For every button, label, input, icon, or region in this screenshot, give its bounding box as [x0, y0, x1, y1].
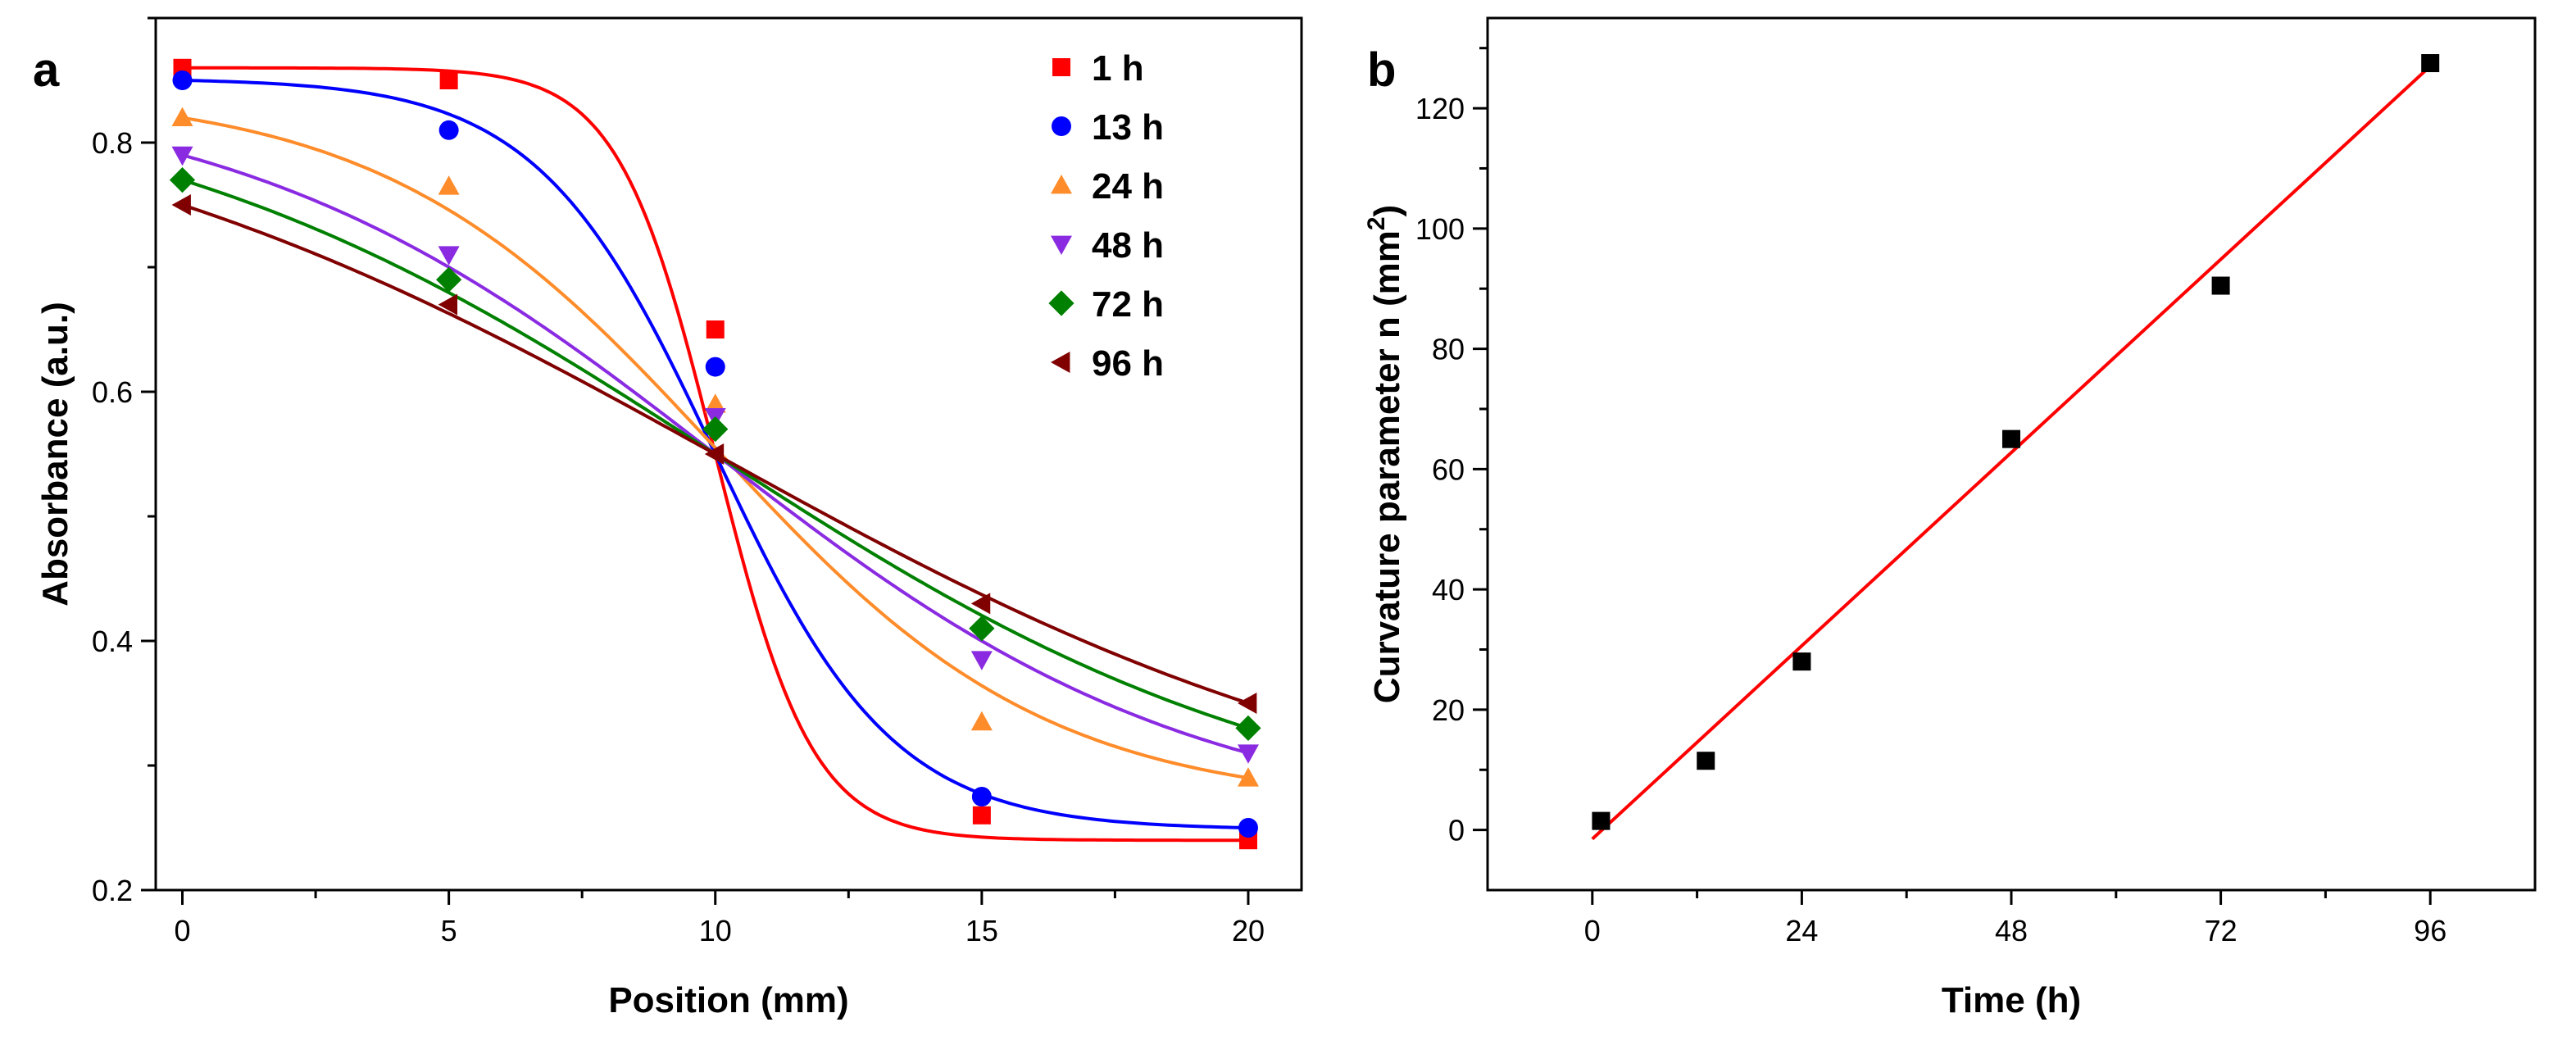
fit-curve-24h — [182, 116, 1249, 780]
panel-b-ylabel-sup: 2 — [1363, 216, 1390, 230]
x-tick-label-b-0: 0 — [1584, 914, 1601, 947]
point-1h-2 — [706, 320, 725, 338]
y-tick-label-b-6: 120 — [1415, 92, 1465, 125]
legend-marker-48h — [1051, 235, 1072, 255]
point-96h-3 — [970, 593, 991, 615]
x-tick-label-b-3: 72 — [2205, 914, 2238, 947]
y-tick-label-b-1: 20 — [1432, 693, 1465, 727]
point-24h-4 — [1237, 767, 1259, 787]
panel-b-ylabel-end: ) — [1367, 205, 1407, 217]
panel-b-ylabel: Curvature parameter n (mm2) — [1363, 205, 1407, 703]
x-tick-label-a-2: 10 — [699, 914, 732, 947]
point-13h-0 — [172, 70, 193, 90]
point-48h-1 — [438, 246, 460, 266]
point-24h-1 — [438, 175, 460, 195]
linear-fit-line — [1591, 65, 2432, 841]
point-13h-3 — [971, 787, 992, 806]
legend-marker-96h — [1051, 352, 1070, 373]
x-tick-label-a-4: 20 — [1232, 914, 1265, 947]
y-tick-label-a-2: 0.6 — [92, 375, 133, 409]
y-tick-label-a-3: 0.8 — [92, 126, 133, 160]
point-48h-3 — [970, 651, 993, 670]
point-96h-4 — [1237, 693, 1257, 714]
point-b-2 — [1792, 652, 1811, 671]
panel-a-xlabel: Position (mm) — [608, 980, 848, 1020]
x-tick-label-a-0: 0 — [174, 914, 190, 947]
panel-b-fit-line — [1591, 65, 2432, 841]
x-tick-label-b-1: 24 — [1785, 914, 1818, 947]
point-48h-4 — [1237, 744, 1259, 764]
legend-marker-13h — [1052, 116, 1071, 136]
point-72h-3 — [969, 616, 995, 642]
point-1h-3 — [972, 806, 991, 825]
point-24h-3 — [970, 711, 993, 731]
y-tick-label-b-4: 80 — [1432, 333, 1465, 366]
panel-a-legend: 1 h 13 h 24 h 48 h 72 h 96 h — [1048, 48, 1164, 384]
point-13h-1 — [438, 120, 459, 140]
point-24h-0 — [171, 107, 193, 126]
panel-a-ylabel: Absorbance (a.u.) — [35, 302, 75, 607]
point-96h-1 — [438, 293, 458, 316]
point-b-4 — [2211, 276, 2230, 295]
panel-b-ylabel-main: Curvature parameter n (mm — [1367, 230, 1407, 703]
point-13h-2 — [705, 357, 725, 377]
panel-a-label: a — [33, 43, 60, 97]
legend-label-13h: 13 h — [1092, 107, 1164, 148]
panel-b-points — [1592, 54, 2440, 830]
legend-marker-1h — [1052, 58, 1070, 76]
x-tick-label-b-4: 96 — [2414, 914, 2447, 947]
legend-marker-24h — [1051, 175, 1072, 194]
panel-b-xlabel: Time (h) — [1942, 980, 2081, 1020]
point-24h-2 — [704, 393, 726, 413]
point-72h-1 — [436, 266, 462, 293]
point-72h-2 — [702, 416, 729, 443]
legend-label-96h: 96 h — [1092, 343, 1164, 384]
x-tick-label-b-2: 48 — [1995, 914, 2028, 947]
y-tick-label-b-0: 0 — [1448, 814, 1465, 847]
point-96h-2 — [704, 443, 725, 465]
point-13h-4 — [1238, 818, 1258, 838]
y-tick-label-b-5: 100 — [1415, 212, 1465, 246]
legend-label-1h: 1 h — [1092, 48, 1144, 89]
point-72h-4 — [1235, 715, 1261, 741]
point-b-3 — [2002, 429, 2020, 448]
y-tick-label-a-1: 0.4 — [92, 625, 133, 658]
panel-a: a 0 5 10 15 20 0.2 0.4 0.6 0.8 1 h 13 h 24 h 48 h 72… — [33, 16, 1303, 1020]
panel-b-ticks: 0 24 48 72 96 0 20 40 60 80 100 120 — [1415, 47, 2447, 947]
legend-label-48h: 48 h — [1092, 225, 1164, 266]
x-tick-label-a-3: 15 — [965, 914, 998, 947]
point-1h-1 — [439, 71, 458, 89]
panel-a-ticks: 0 5 10 15 20 0.2 0.4 0.6 0.8 — [92, 16, 1265, 947]
legend-label-24h: 24 h — [1092, 166, 1164, 207]
point-48h-0 — [171, 146, 193, 166]
legend-label-72h: 72 h — [1092, 284, 1164, 325]
panel-b-label: b — [1367, 43, 1396, 97]
legend-marker-72h — [1048, 290, 1074, 316]
point-72h-0 — [169, 167, 196, 193]
panel-a-points — [169, 58, 1261, 850]
y-tick-label-a-0: 0.2 — [92, 874, 133, 907]
y-tick-label-b-2: 40 — [1432, 573, 1465, 607]
y-tick-label-b-3: 60 — [1432, 452, 1465, 486]
point-b-0 — [1592, 811, 1611, 830]
point-b-1 — [1697, 752, 1715, 770]
point-b-5 — [2421, 54, 2440, 73]
panel-b: b 0 24 48 72 96 0 20 40 60 80 100 120 Time (h) Curv… — [1363, 16, 2537, 1020]
x-tick-label-a-1: 5 — [441, 914, 457, 947]
panel-a-frame — [154, 16, 1303, 892]
point-96h-0 — [171, 194, 191, 216]
